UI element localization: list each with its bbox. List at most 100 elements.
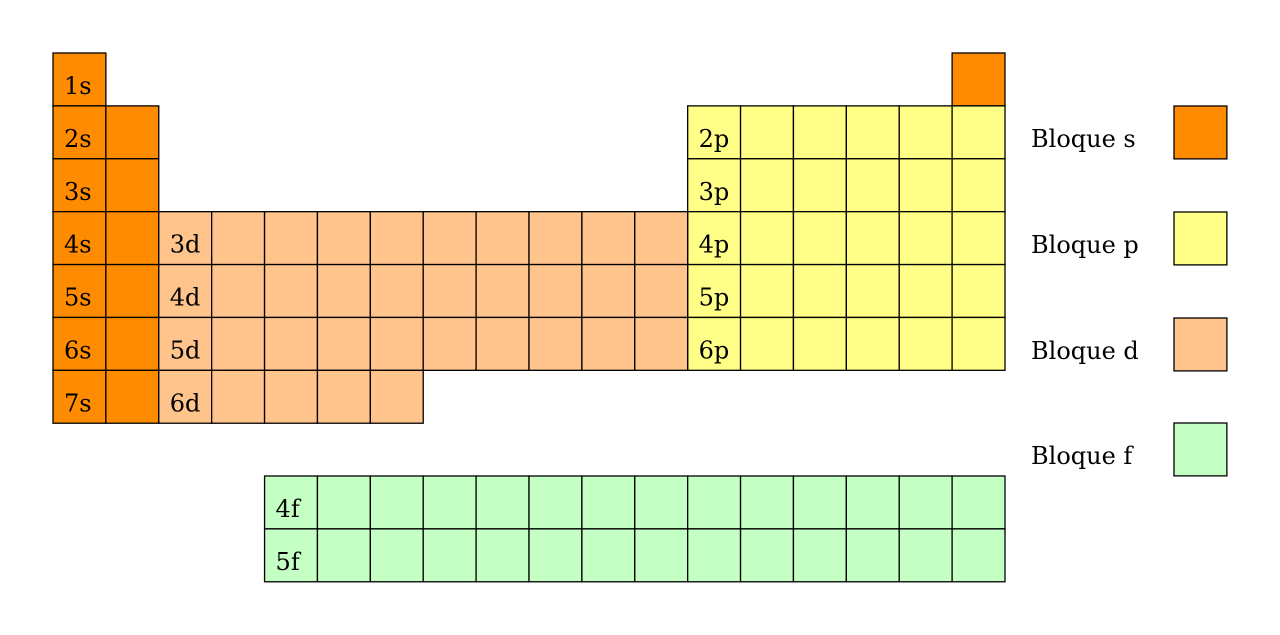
- s-block-cell: [105, 316, 160, 371]
- d-block-cell: [634, 263, 689, 319]
- d-block-cell: [211, 369, 266, 424]
- p-block-cell: [898, 263, 953, 319]
- p-block-cell: [898, 158, 953, 213]
- table-cells: [52, 52, 1006, 583]
- block-labels: 1s 2s 3s 4s 5s 6s 7s 2p 3p 4p 5p 6p 3d 4d 5d 6d 4f 5f: [64, 72, 729, 576]
- f-block-cell: [898, 475, 953, 530]
- p-block-cell: [739, 211, 795, 266]
- f-block-cell: [845, 528, 900, 583]
- d-block-row-label: 4d: [170, 284, 201, 312]
- p-block-cell: [739, 105, 795, 160]
- s-block-row-label: 6s: [64, 336, 92, 364]
- legend-label: Bloque f: [1031, 442, 1134, 470]
- p-block-cell: [845, 316, 900, 371]
- p-block-cell: [845, 211, 900, 266]
- s-block-cell: [105, 158, 160, 213]
- d-block-cell: [369, 263, 424, 319]
- p-block-cell: [845, 158, 900, 213]
- legend-swatch: [1173, 105, 1228, 160]
- p-block-row-label: 6p: [699, 336, 730, 364]
- f-block-cell: [845, 475, 900, 530]
- d-block-cell: [211, 211, 266, 266]
- f-block-cell: [951, 528, 1006, 583]
- f-block-cell: [475, 528, 530, 583]
- d-block-cell: [369, 211, 424, 266]
- s-block-cell: [105, 105, 160, 160]
- f-block-cell: [951, 475, 1006, 530]
- s-block-cell: [105, 263, 160, 319]
- d-block-cell: [158, 263, 213, 319]
- d-block-cell: [316, 211, 371, 266]
- f-block-row-label: 5f: [276, 548, 302, 576]
- s-block-row-label: 7s: [64, 389, 92, 417]
- legend-swatch: [1173, 422, 1228, 477]
- f-block-cell: [316, 528, 371, 583]
- p-block-cell: [792, 105, 847, 160]
- f-block-cell: [475, 475, 530, 530]
- legend-label: Bloque d: [1031, 337, 1139, 365]
- legend-label: Bloque p: [1031, 231, 1139, 259]
- s-block-row-label: 5s: [64, 284, 92, 312]
- p-block-cell: [792, 263, 847, 319]
- d-block-cell: [422, 316, 477, 371]
- p-block-cell: [898, 105, 953, 160]
- s-block-cell: [105, 369, 160, 424]
- d-block-cell: [475, 316, 530, 371]
- s-block-cell: [52, 52, 107, 107]
- f-block-cell: [316, 475, 371, 530]
- d-block-cell: [581, 263, 636, 319]
- d-block-cell: [316, 263, 371, 319]
- f-block-cell: [634, 528, 689, 583]
- d-block-cell: [581, 316, 636, 371]
- d-block-cell: [263, 211, 319, 266]
- d-block-cell: [369, 369, 424, 424]
- s-block-cell: [52, 105, 107, 160]
- s-block-row-label: 1s: [64, 72, 92, 100]
- p-block-cell: [951, 158, 1006, 213]
- p-block-cell: [792, 158, 847, 213]
- d-block-cell: [211, 263, 266, 319]
- p-block-cell: [792, 316, 847, 371]
- d-block-cell: [316, 316, 371, 371]
- p-block-row-label: 5p: [699, 284, 730, 312]
- legend: Bloque s Bloque p Bloque d Bloque f: [1031, 105, 1228, 477]
- d-block-cell: [475, 211, 530, 266]
- s-block-cell: [52, 316, 107, 371]
- s-block-row-label: 4s: [64, 231, 92, 259]
- s-block-row-label: 2s: [64, 125, 92, 153]
- d-block-row-label: 6d: [170, 389, 201, 417]
- p-block-cell: [687, 316, 742, 371]
- p-block-row-label: 2p: [699, 125, 730, 153]
- f-block-cell: [739, 528, 795, 583]
- f-block-cell: [263, 528, 319, 583]
- f-block-cell: [263, 475, 319, 530]
- s-block-cell: [951, 52, 1006, 107]
- f-block-cell: [528, 475, 583, 530]
- d-block-cell: [634, 211, 689, 266]
- p-block-cell: [739, 316, 795, 371]
- d-block-cell: [263, 263, 319, 319]
- d-block-cell: [528, 211, 583, 266]
- d-block-row-label: 5d: [170, 336, 201, 364]
- f-block-cell: [369, 475, 424, 530]
- d-block-cell: [475, 263, 530, 319]
- d-block-cell: [158, 369, 213, 424]
- p-block-row-label: 3p: [699, 178, 730, 206]
- f-block-cell: [581, 475, 636, 530]
- p-block-cell: [951, 263, 1006, 319]
- p-block-cell: [951, 316, 1006, 371]
- legend-swatch: [1173, 317, 1228, 372]
- d-block-cell: [528, 263, 583, 319]
- d-block-cell: [422, 263, 477, 319]
- p-block-cell: [951, 105, 1006, 160]
- f-block-cell: [687, 475, 742, 530]
- p-block-cell: [898, 211, 953, 266]
- p-block-cell: [792, 211, 847, 266]
- legend-swatch: [1173, 211, 1228, 266]
- p-block-cell: [951, 211, 1006, 266]
- f-block-cell: [898, 528, 953, 583]
- p-block-cell: [898, 316, 953, 371]
- d-block-cell: [211, 316, 266, 371]
- f-block-cell: [422, 475, 477, 530]
